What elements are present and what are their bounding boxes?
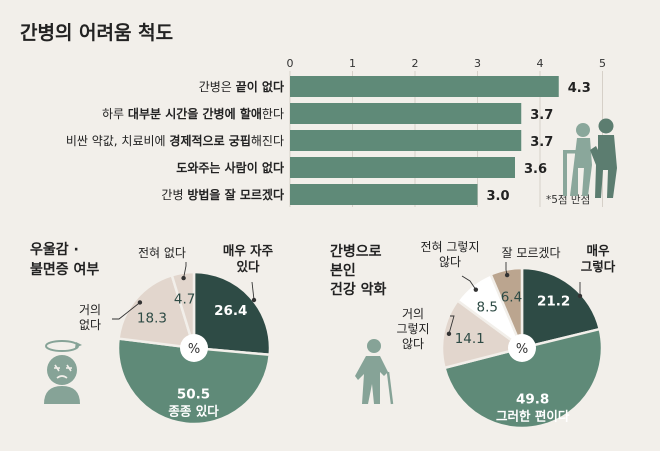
bar [290,103,522,124]
bar-chart: 0 1 2 3 4 5 4.3 간병은 끝이 없다 3.7 하루 대부분 시간을 간병에 할애한다… [66,57,606,207]
slice-value-label: 4.7 [174,291,195,307]
slice-category-label: 없다 [79,318,101,332]
pie-slice [192,270,272,357]
chart-title: 간병의 어려움 척도 [20,22,173,44]
leader-line [251,281,255,301]
slice-category-label: 그렇다 [581,259,616,274]
slice-value-label: 50.5 [177,387,210,403]
bar [290,157,515,178]
bar-category-label: 간병은 끝이 없다 [199,79,284,94]
bar-category-label: 비싼 약값, 치료비에 경제적으로 궁핍해진다 [66,133,284,148]
pie-slice [170,270,196,349]
slice-value-label: 8.5 [477,300,498,316]
slice-category-label: 않다 [439,255,461,269]
bar [290,76,559,97]
bar-value-label: 3.7 [530,108,553,123]
leader-line [461,275,477,290]
slice-value-label: 49.8 [516,392,549,408]
slice-category-label: 잘 모르겠다 [501,246,560,260]
slice-category-label: 종종 있다 [168,404,219,419]
leader-dot [446,331,452,337]
pie-slice [440,298,525,370]
unit-badge [180,334,208,362]
bar [290,184,478,205]
axis-tick-label: 1 [349,57,356,70]
slice-category-label: 그렇지 [396,321,429,336]
elderly-cane-icon [355,339,394,405]
pie-slice [117,273,196,350]
slice-category-label: 전혀 없다 [138,246,186,260]
slice-category-label: 거의 [402,307,424,321]
axis-tick-label: 4 [537,57,544,70]
leader-line [183,262,187,279]
bar-value-label: 3.0 [487,189,510,204]
slice-category-label: 매우 [586,243,610,258]
axis-tick-label: 3 [474,57,481,70]
slice-category-label: 거의 [79,303,101,317]
slice-value-label: 6.4 [501,289,522,305]
slice-category-label: 않다 [402,337,424,351]
leader-line [448,315,455,334]
pie-slice [116,337,272,426]
pie-title: 본인 [330,262,356,279]
bar [290,130,522,151]
pie-title: 간병으로 [330,243,382,260]
axis-tick-label: 0 [287,57,294,70]
pie-slice [520,266,602,350]
pie-title: 건강 악화 [330,281,387,298]
leader-dot [577,293,583,299]
dizzy-head-icon [44,340,82,404]
slice-category-label: 전혀 그렇지 [420,239,479,254]
slice-value-label: 26.4 [214,303,247,319]
leader-dot [181,275,186,281]
bar-category-label: 도와주는 사람이 없다 [176,160,284,175]
leader-dot [504,272,510,278]
slice-value-label: 21.2 [537,293,570,309]
unit-label: % [516,342,528,357]
bar-category-label: 간병 방법을 잘 모르겠다 [161,187,284,202]
slice-category-label: 매우 자주 [223,243,274,258]
bar-value-label: 3.7 [530,135,553,150]
leader-dot [137,300,143,305]
pie-title: 우울감 · [30,241,79,258]
leader-dot [251,297,257,303]
slice-category-label: 있다 [236,259,260,274]
slice-value-label: 18.3 [137,311,167,327]
leader-line [112,302,141,320]
bar-value-label: 3.6 [524,162,547,177]
axis-tick-label: 2 [412,57,419,70]
bar-category-label: 하루 대부분 시간을 간병에 할애한다 [102,106,284,121]
unit-badge [508,334,536,362]
leader-dot [473,287,479,292]
bar-chart-note: *5점 만점 [546,194,590,206]
unit-label: % [188,342,200,357]
pie-title: 불면증 여부 [30,261,99,278]
slice-value-label: 14.1 [455,331,485,347]
slice-category-label: 그러한 편이다 [496,409,570,424]
axis-tick-label: 5 [599,57,606,70]
caregiver-icon [563,118,617,198]
pie-slice [442,327,604,430]
bar-value-label: 4.3 [568,81,591,96]
